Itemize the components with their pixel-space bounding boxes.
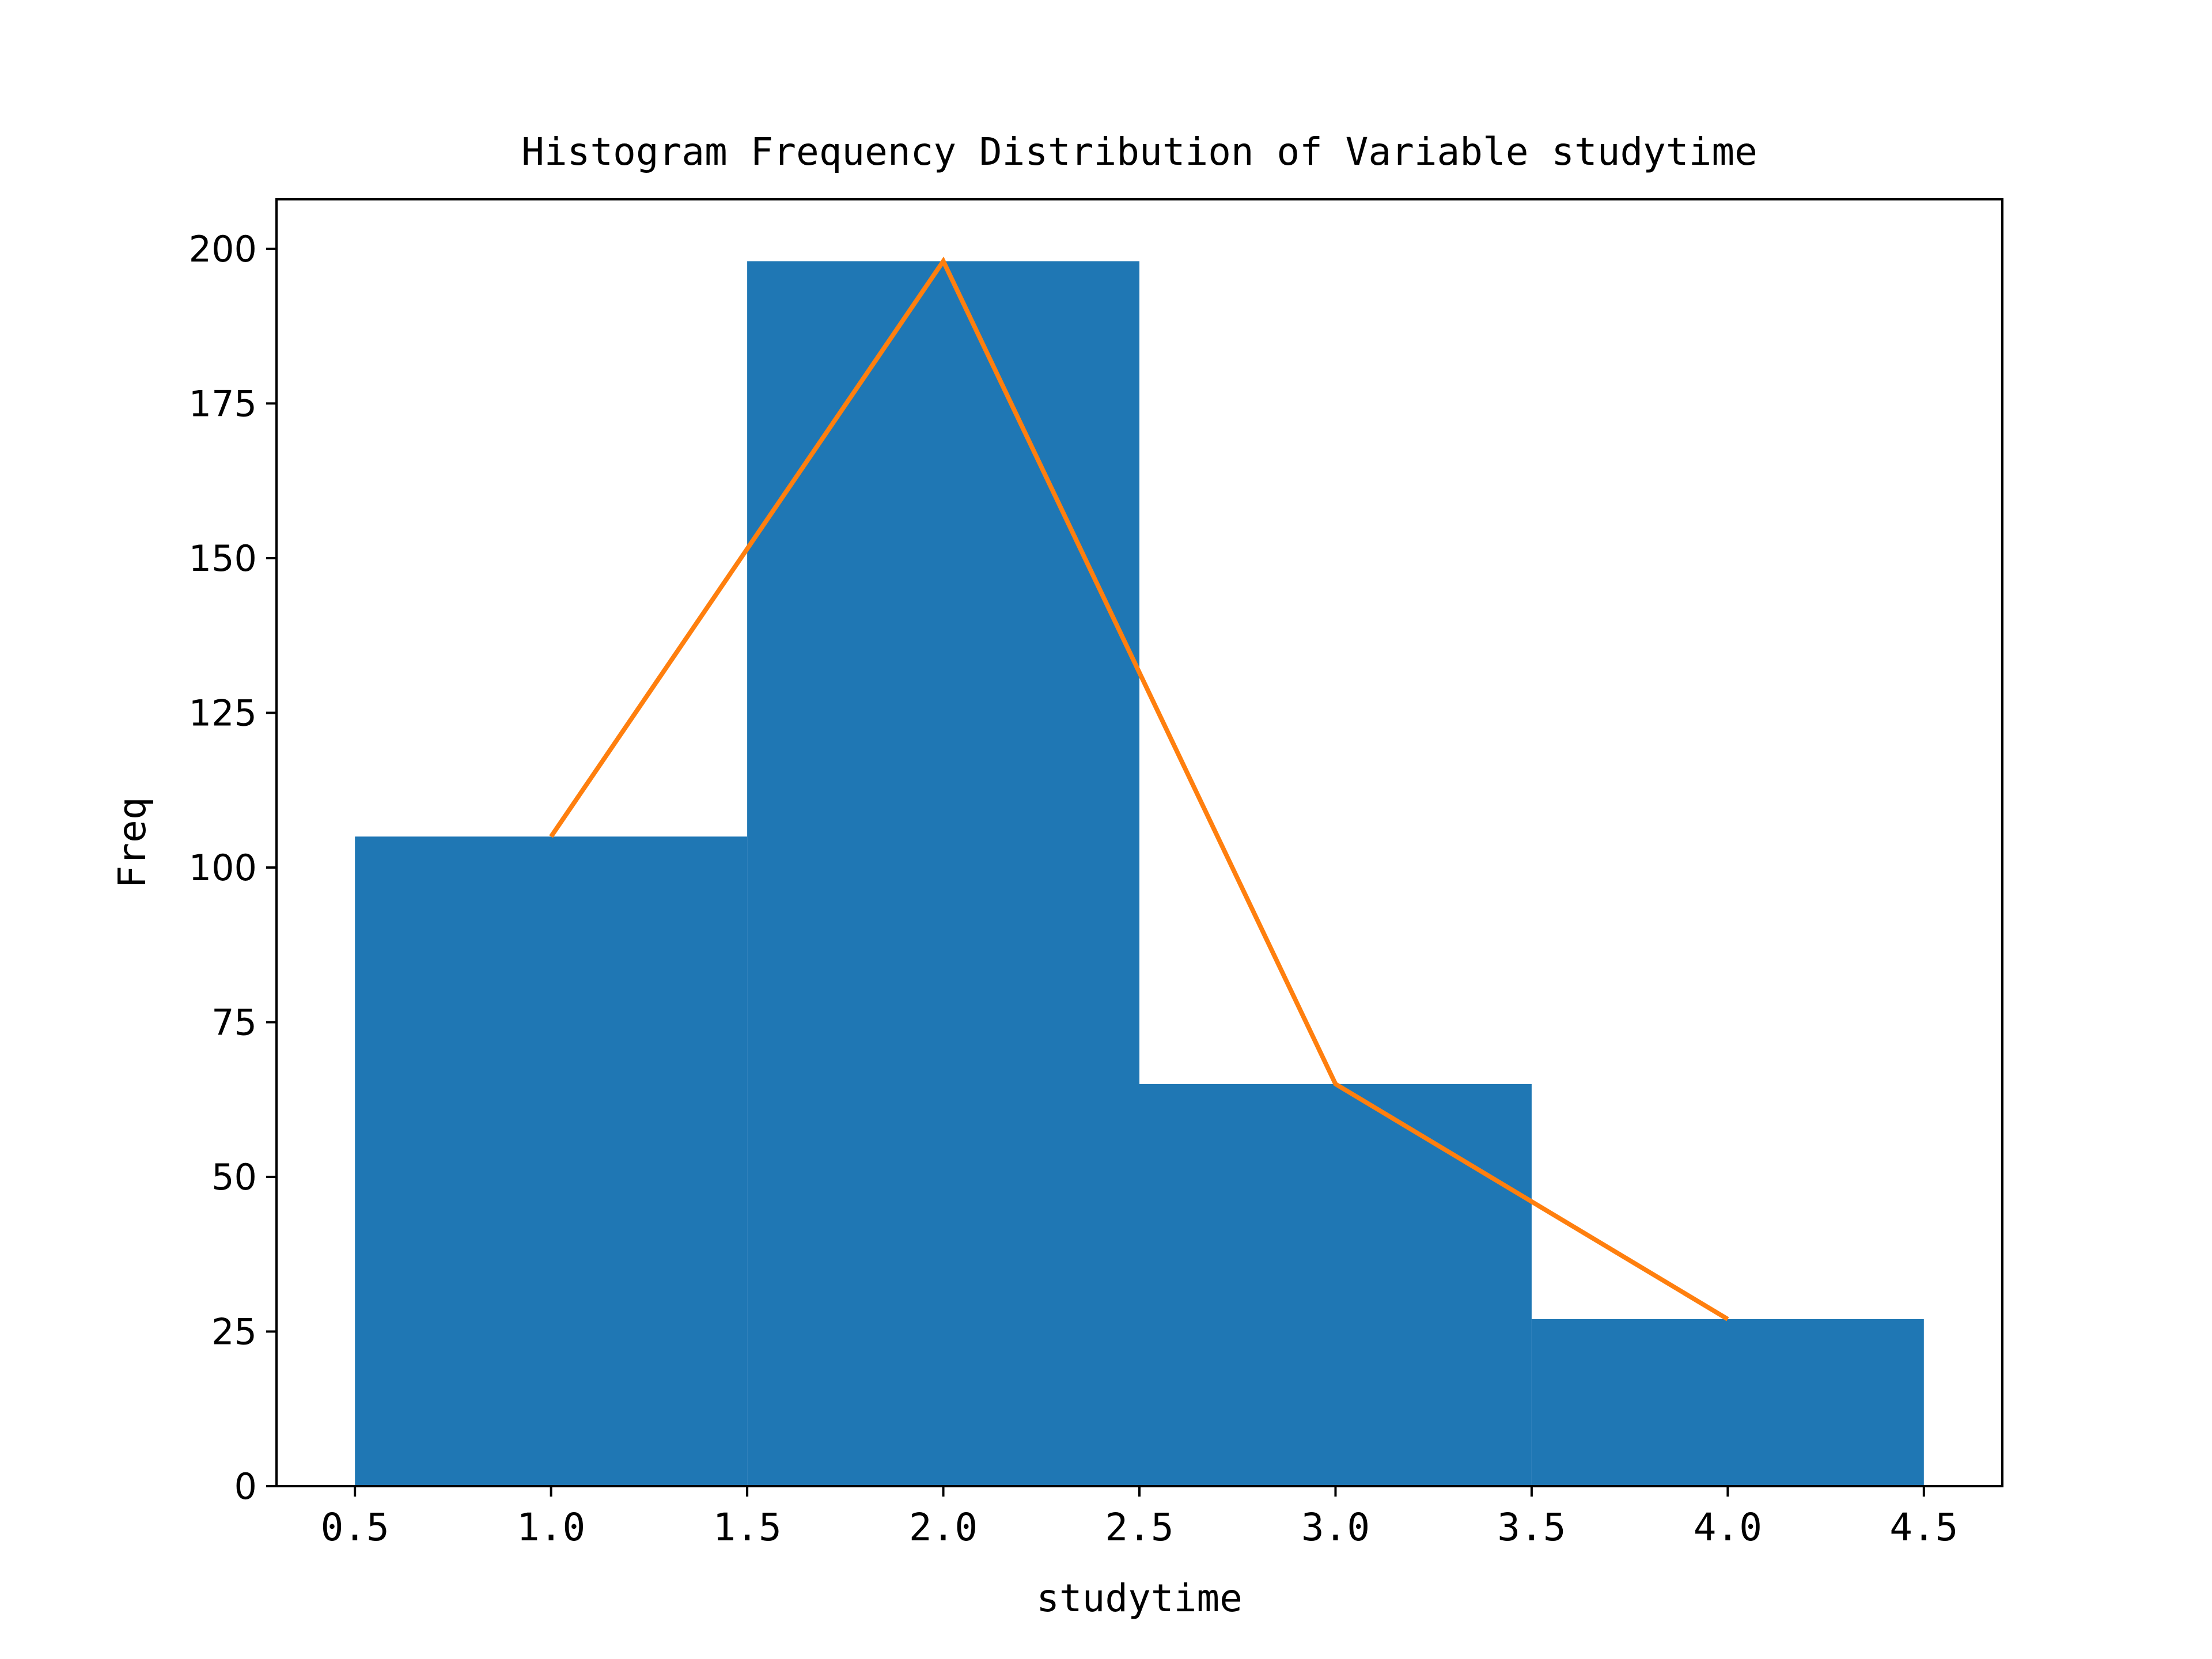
- line-layer: [549, 256, 1729, 1321]
- x-tick-label: 4.0: [1694, 1505, 1762, 1550]
- x-tick-label: 2.5: [1105, 1505, 1173, 1550]
- histogram-bar-1: [355, 836, 748, 1486]
- bars-layer: [355, 261, 1924, 1487]
- y-tick-label: 50: [211, 1156, 257, 1198]
- y-axis-label: Freq: [110, 797, 154, 889]
- x-tick-label: 1.5: [713, 1505, 781, 1550]
- chart-title: Histogram Frequency Distribution of Vari…: [521, 130, 1758, 174]
- frequency-line: [549, 256, 1729, 1321]
- x-axis-ticks: 0.5 1.0 1.5 2.0 2.5 3.0 3.5 4.0 4.5: [321, 1486, 1958, 1550]
- histogram-bar-3: [1139, 1084, 1532, 1486]
- histogram-bar-4: [1531, 1319, 1924, 1486]
- y-tick-label: 100: [189, 847, 257, 889]
- y-tick-label: 75: [211, 1001, 257, 1043]
- y-tick-label: 200: [189, 228, 257, 270]
- x-tick-label: 3.5: [1497, 1505, 1566, 1550]
- y-axis-ticks: 0 25 50 75 100 125 150 175 200: [189, 228, 276, 1508]
- x-tick-label: 4.5: [1889, 1505, 1958, 1550]
- y-tick-label: 175: [189, 382, 257, 425]
- histogram-bar-2: [747, 261, 1139, 1487]
- x-tick-label: 2.0: [909, 1505, 978, 1550]
- y-tick-label: 125: [189, 692, 257, 734]
- y-tick-label: 0: [234, 1465, 257, 1508]
- x-axis-label: studytime: [1036, 1576, 1243, 1620]
- y-tick-label: 150: [189, 537, 257, 579]
- x-tick-label: 1.0: [517, 1505, 585, 1550]
- x-tick-label: 3.0: [1301, 1505, 1370, 1550]
- y-tick-label: 25: [211, 1310, 257, 1353]
- x-tick-label: 0.5: [321, 1505, 389, 1550]
